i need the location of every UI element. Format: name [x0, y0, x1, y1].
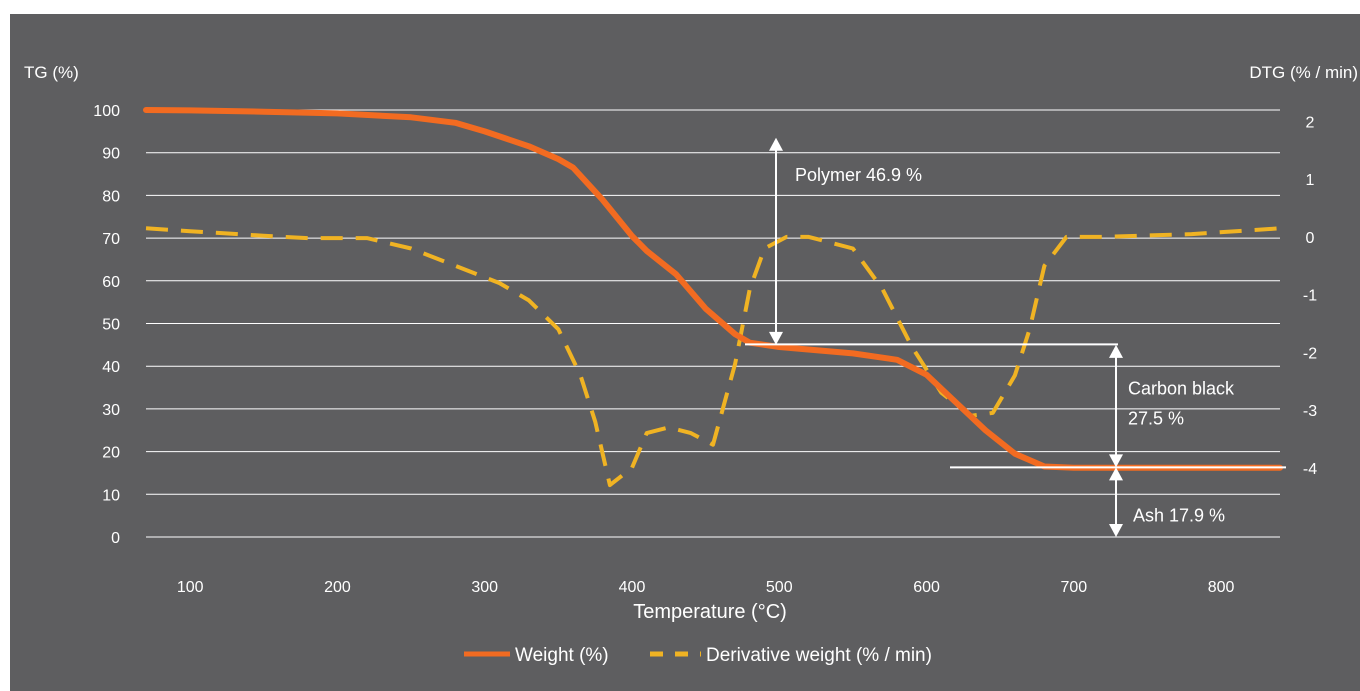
y-right-axis-title: DTG (% / min)	[1249, 63, 1358, 82]
y-right-tick-label: 2	[1306, 115, 1315, 132]
y-left-axis-title: TG (%)	[24, 63, 79, 82]
x-tick-label: 300	[471, 579, 498, 596]
y-left-tick-label: 90	[102, 146, 120, 163]
y-right-tick-label: -2	[1303, 345, 1317, 362]
y-right-tick-label: -4	[1303, 461, 1317, 478]
chart-panel: 0 10 20 30 40 50 60 70 80 90 100 2 1 0 -1 -2 -3 -4 100 200 3…	[10, 14, 1360, 691]
legend-derivative-label: Derivative weight (% / min)	[706, 645, 932, 666]
legend-weight-label: Weight (%)	[515, 645, 609, 666]
y-left-tick-label: 80	[102, 188, 120, 205]
y-left-tick-label: 10	[102, 487, 120, 504]
arrow-head	[1109, 454, 1123, 468]
y-left-tick-label: 30	[102, 402, 120, 419]
series-layer	[143, 107, 1283, 488]
legend: Weight (%) Derivative weight (% / min)	[464, 645, 932, 666]
x-tick-label: 200	[324, 579, 351, 596]
y-left-tick-label: 20	[102, 445, 120, 462]
y-left-tick-label: 40	[102, 359, 120, 376]
y-right-tick-label: -1	[1303, 288, 1317, 305]
x-tick-label: 500	[766, 579, 793, 596]
polymer-label: Polymer 46.9 %	[795, 165, 922, 185]
y-left-tick-label: 100	[93, 103, 120, 120]
derivative-weight-line	[145, 226, 1281, 488]
arrow-head	[769, 331, 783, 345]
x-tick-label: 800	[1208, 579, 1235, 596]
y-left-tick-label: 60	[102, 274, 120, 291]
carbon-black-label-line1: Carbon black	[1128, 378, 1235, 398]
x-tick-label: 600	[913, 579, 940, 596]
y-left-tick-label: 70	[102, 231, 120, 248]
x-axis-title: Temperature (°C)	[633, 601, 787, 623]
y-right-tick-label: 1	[1306, 172, 1315, 189]
x-tick-label: 700	[1060, 579, 1087, 596]
arrow-head	[1109, 524, 1123, 537]
y-right-tick-label: 0	[1306, 230, 1315, 247]
x-tick-label: 100	[177, 579, 204, 596]
arrow-head	[1109, 344, 1123, 358]
ash-label: Ash 17.9 %	[1133, 506, 1225, 526]
y-left-tick-label: 0	[111, 530, 120, 547]
arrow-head	[1109, 467, 1123, 481]
annotations-layer: Polymer 46.9 % Carbon black 27.5 % Ash 17.9…	[745, 137, 1286, 537]
y-right-tick-label: -3	[1303, 403, 1317, 420]
x-tick-label: 400	[619, 579, 646, 596]
y-left-tick-label: 50	[102, 317, 120, 334]
gridlines	[146, 109, 1280, 538]
arrow-head	[769, 137, 783, 151]
carbon-black-label-line2: 27.5 %	[1128, 409, 1184, 429]
weight-line	[143, 107, 1283, 471]
